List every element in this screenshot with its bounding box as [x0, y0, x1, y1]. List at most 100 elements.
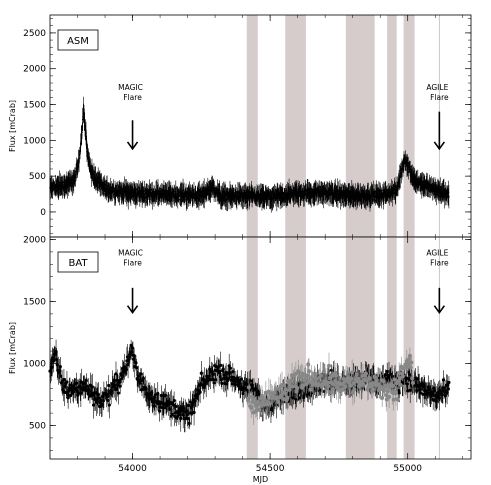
data-point — [357, 194, 359, 196]
data-point — [101, 183, 103, 186]
data-point — [91, 172, 93, 175]
data-point — [213, 188, 215, 190]
data-point — [141, 196, 143, 198]
data-point — [285, 395, 290, 400]
data-point — [161, 194, 163, 196]
data-point — [395, 185, 397, 188]
data-point — [276, 192, 278, 194]
data-point — [124, 189, 127, 192]
data-point — [123, 187, 126, 190]
data-point — [159, 192, 161, 194]
data-point — [179, 416, 183, 420]
data-point — [178, 194, 180, 197]
data-point — [351, 197, 354, 199]
data-point — [187, 195, 190, 197]
data-point — [74, 176, 76, 178]
data-point — [420, 181, 422, 184]
data-point — [115, 194, 117, 197]
data-point — [104, 184, 106, 186]
data-point — [338, 193, 341, 196]
data-point — [445, 192, 447, 194]
data-point — [306, 191, 309, 193]
data-point — [345, 194, 348, 196]
data-point — [433, 187, 436, 190]
data-point — [339, 192, 341, 195]
annotation-arrow-head — [433, 305, 446, 315]
data-point — [185, 193, 187, 196]
data-point — [341, 192, 343, 194]
data-point — [287, 387, 292, 392]
data-point — [241, 195, 243, 198]
data-point — [291, 189, 294, 191]
data-point — [308, 193, 310, 196]
data-point — [114, 372, 118, 376]
data-point — [392, 196, 394, 198]
data-point — [185, 191, 187, 193]
data-point — [258, 195, 261, 198]
data-point — [249, 194, 252, 196]
data-point — [180, 196, 183, 198]
data-point — [407, 171, 410, 173]
data-point — [167, 197, 169, 199]
data-point — [180, 192, 182, 194]
data-point — [334, 191, 337, 194]
data-point — [188, 191, 191, 193]
data-point — [68, 383, 72, 387]
data-point — [234, 193, 237, 196]
data-point — [447, 380, 451, 385]
annotation-arrow-head — [126, 141, 139, 151]
data-point — [130, 194, 132, 196]
data-point — [186, 190, 189, 193]
data-point — [386, 192, 388, 194]
data-point — [144, 196, 147, 198]
data-point — [407, 161, 409, 164]
data-point — [281, 397, 286, 402]
data-point — [174, 404, 178, 409]
data-point — [431, 186, 434, 189]
data-point — [447, 193, 449, 195]
data-point — [295, 386, 300, 391]
data-point — [197, 191, 199, 193]
x-axis-label: MJD — [253, 475, 268, 484]
data-point — [234, 196, 236, 198]
data-point — [297, 191, 300, 194]
data-point — [442, 188, 444, 190]
data-point — [120, 376, 124, 380]
data-point — [99, 179, 101, 181]
data-point — [343, 191, 346, 193]
data-point — [138, 189, 141, 192]
data-point — [249, 191, 251, 193]
data-point — [443, 189, 445, 192]
data-point — [152, 404, 156, 408]
data-point — [81, 131, 83, 133]
data-point — [176, 198, 178, 201]
data-point — [73, 177, 75, 180]
data-point — [251, 191, 253, 194]
data-point — [283, 387, 288, 392]
data-point — [369, 200, 371, 202]
data-point — [427, 187, 429, 189]
data-point — [109, 192, 111, 194]
data-point — [54, 184, 57, 187]
data-point — [387, 194, 390, 197]
annotation-text: Flare — [123, 259, 142, 268]
data-point — [53, 187, 55, 189]
data-point — [407, 372, 412, 376]
data-point — [340, 193, 342, 196]
data-point — [116, 189, 119, 191]
data-point — [345, 196, 347, 198]
data-point — [426, 182, 428, 185]
data-point — [283, 191, 286, 194]
data-point — [286, 194, 288, 196]
shaded-region — [345, 237, 375, 459]
data-point — [165, 191, 167, 193]
data-point — [377, 197, 380, 200]
data-point — [232, 197, 234, 200]
data-point — [342, 190, 344, 192]
data-point — [198, 198, 200, 200]
data-point — [179, 192, 181, 194]
data-point — [435, 191, 437, 193]
data-point — [340, 194, 343, 197]
data-point — [306, 189, 308, 191]
data-point — [337, 193, 340, 196]
